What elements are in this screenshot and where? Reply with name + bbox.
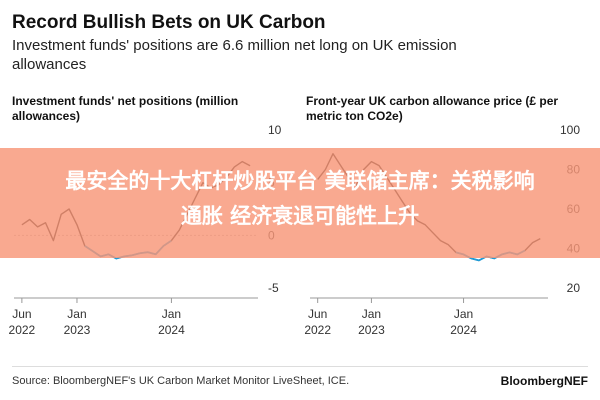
- x-tick-label-0-0: Jun: [12, 307, 31, 321]
- x-tick-year-1-2: 2024: [450, 323, 477, 337]
- right-chart-title: Front-year UK carbon allowance price (£ …: [306, 94, 559, 123]
- x-tick-year-1-0: 2022: [304, 323, 331, 337]
- left-chart-title: Investment funds' net positions (million…: [12, 94, 239, 123]
- banner-line-1: 最安全的十大杠杆炒股平台 美联储主席：关税影响: [65, 169, 535, 193]
- overlay-banner: [0, 148, 600, 258]
- y-tick-label-1-4: 20: [567, 281, 581, 295]
- x-tick-label-1-2: Jan: [454, 307, 473, 321]
- x-tick-label-0-2: Jan: [162, 307, 181, 321]
- footer-divider: [12, 366, 588, 367]
- y-tick-label-1-0: 100: [560, 123, 580, 137]
- x-tick-year-1-1: 2023: [358, 323, 385, 337]
- x-tick-year-0-1: 2023: [64, 323, 91, 337]
- y-tick-label-0-0: 10: [268, 123, 282, 137]
- x-tick-year-0-0: 2022: [9, 323, 36, 337]
- brand-logo: BloombergNEF: [500, 374, 588, 388]
- x-tick-label-1-1: Jan: [362, 307, 381, 321]
- x-tick-label-1-0: Jun: [308, 307, 327, 321]
- banner-line-2: 通胀 经济衰退可能性上升: [180, 204, 420, 228]
- page-subtitle: Investment funds' positions are 6.6 mill…: [12, 37, 457, 73]
- y-tick-label-0-3: -5: [268, 281, 279, 295]
- page-title: Record Bullish Bets on UK Carbon: [12, 12, 326, 33]
- x-tick-label-0-1: Jan: [67, 307, 86, 321]
- x-tick-year-0-2: 2024: [158, 323, 185, 337]
- source-note: Source: BloombergNEF's UK Carbon Market …: [12, 375, 350, 387]
